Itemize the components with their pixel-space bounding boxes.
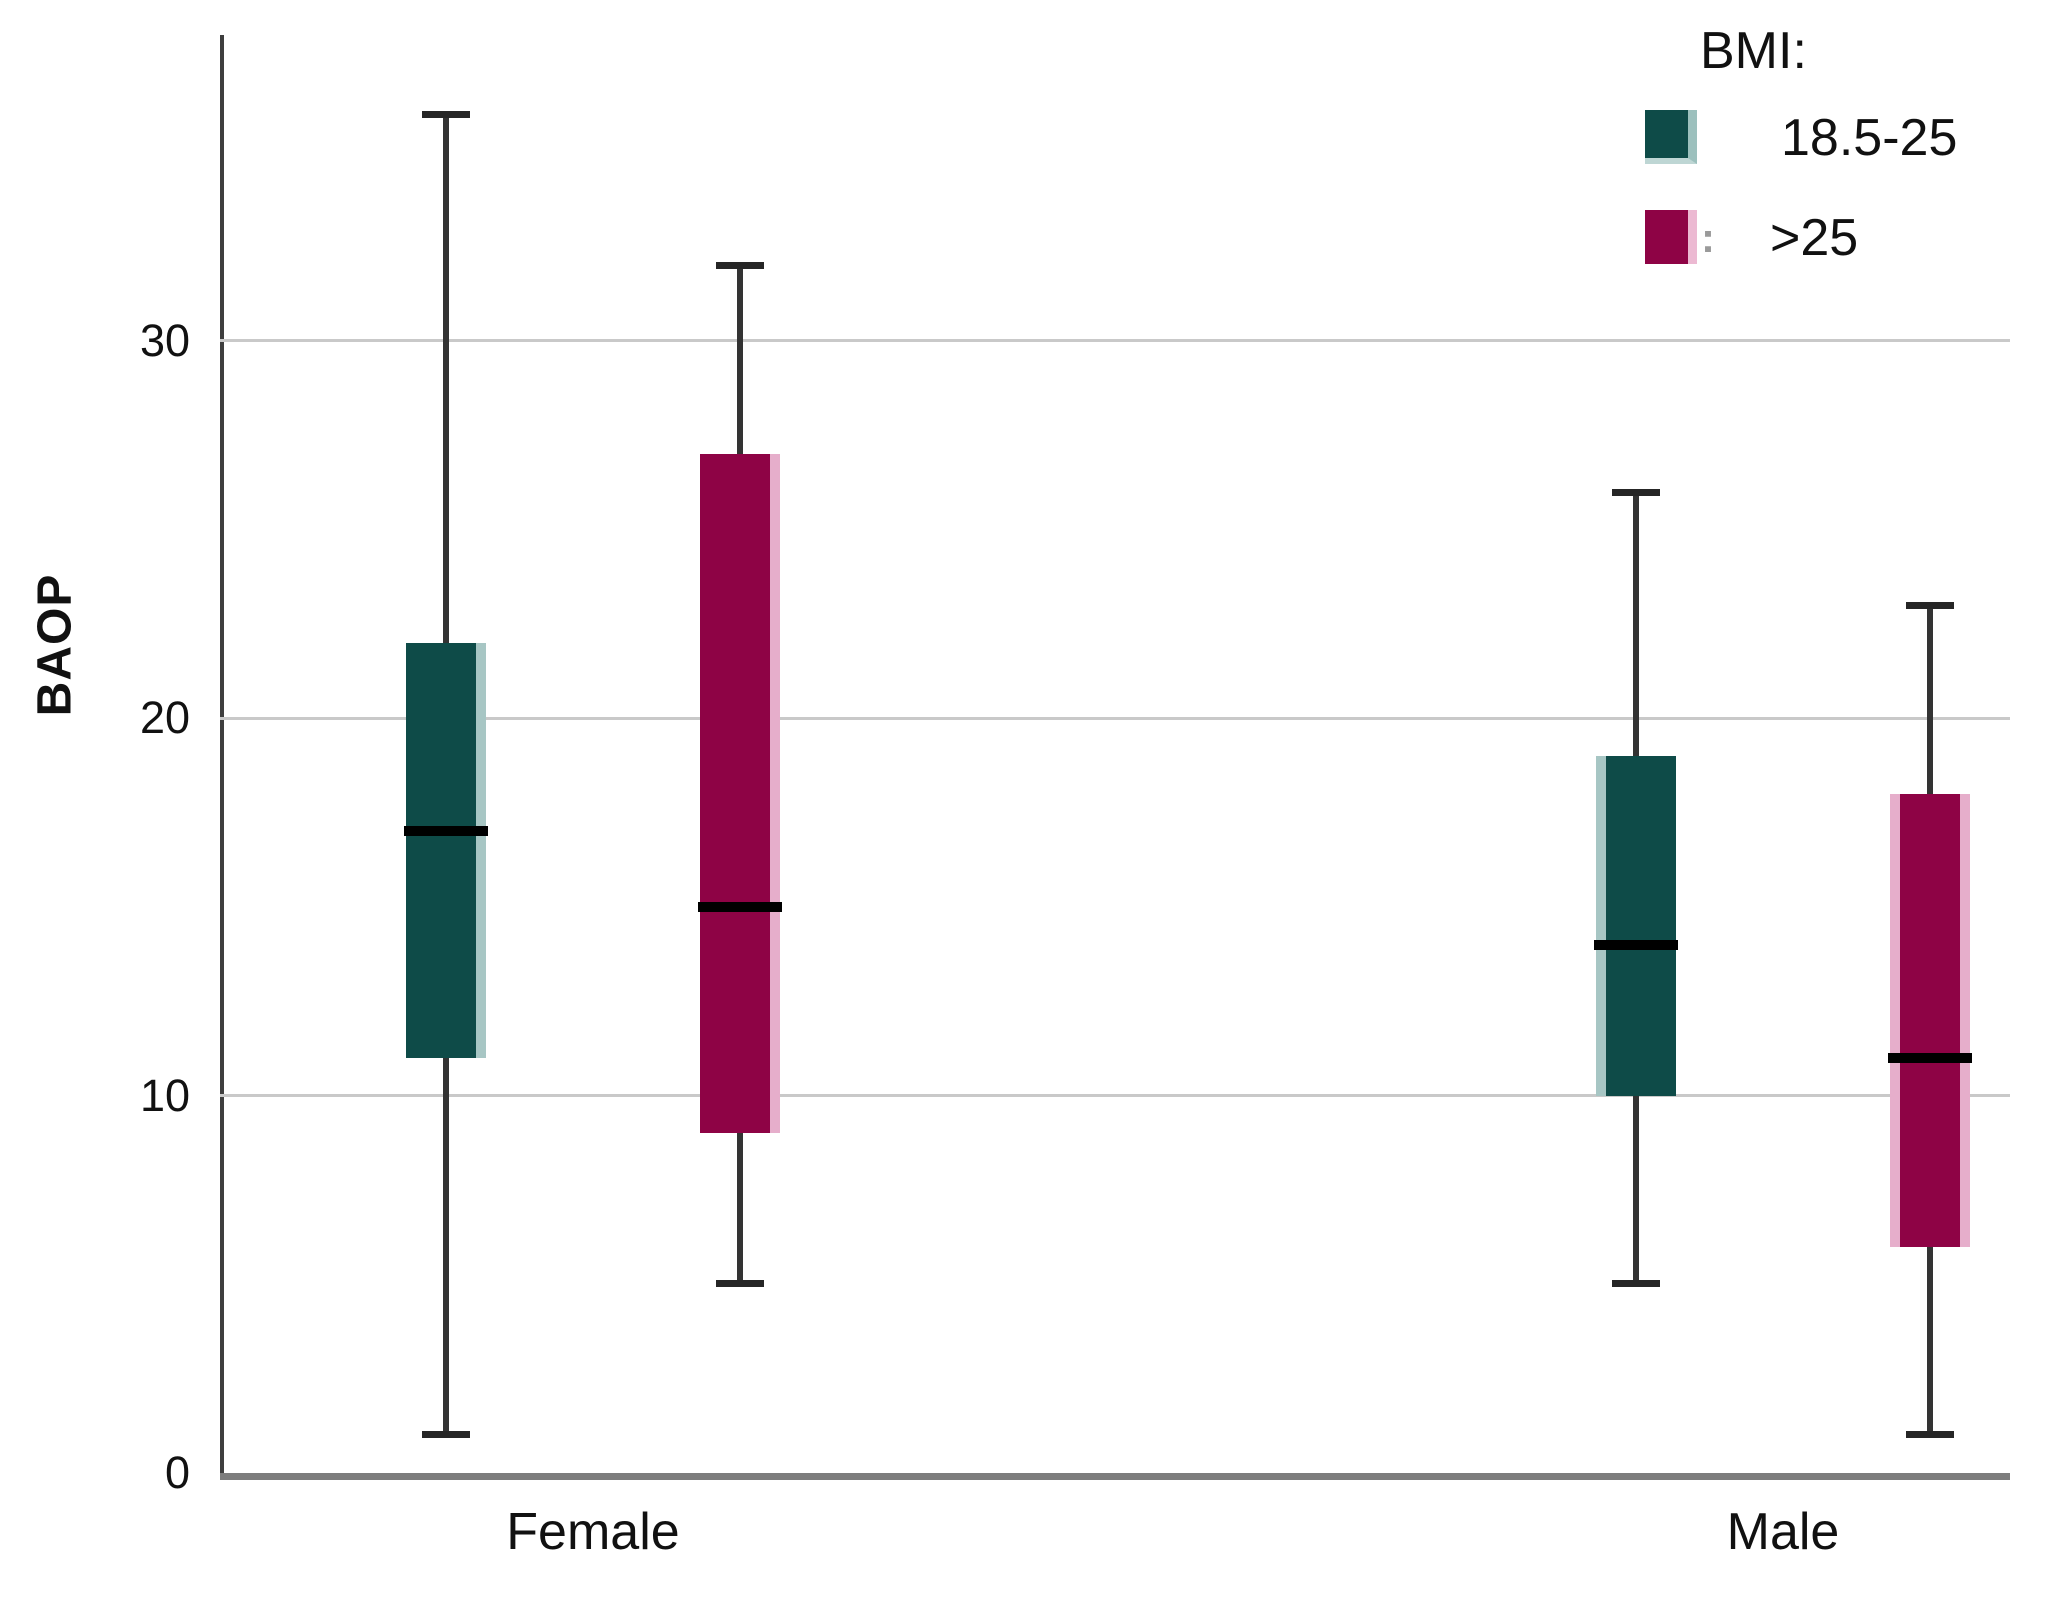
y-tick-label-30: 30 [139,314,190,366]
legend-swatch-18.5-25 [1645,110,1697,164]
whisker-cap-max-18.5-25-female [422,111,470,119]
whisker-cap-min-18.5-25-female [422,1431,470,1439]
median-18.5-25-female [404,826,488,837]
y-tick-label-0: 0 [164,1447,190,1498]
box-18.5-25-female [406,642,486,1058]
gridline-20 [220,716,2010,720]
whisker-cap-max--25-female [716,262,764,270]
legend-swatch-gt25 [1645,210,1697,264]
whisker-cap-max--25-male [1906,601,1954,609]
plot-area [220,35,2010,1480]
whisker-upper-18.5-25-male [1633,491,1639,756]
box-18.5-25-male [1596,755,1676,1096]
box--25-female [700,453,780,1134]
legend-label-gt25: >25 [1770,209,1859,267]
x-category-label-female: Female [506,1503,680,1561]
whisker-lower-18.5-25-female [443,1057,449,1436]
whisker-cap-min--25-male [1906,1431,1954,1439]
y-axis-line [220,35,224,1473]
whisker-lower--25-female [737,1133,743,1285]
y-tick-label-10: 10 [139,1069,190,1121]
whisker-upper-18.5-25-female [443,114,449,643]
whisker-lower-18.5-25-male [1633,1095,1639,1285]
median--25-male [1888,1052,1972,1063]
gridline-30 [220,339,2010,343]
median--25-female [698,901,782,912]
whisker-cap-min-18.5-25-male [1612,1280,1660,1288]
y-tick-label-20: 20 [139,692,190,744]
legend-title: BMI: [1700,22,1807,80]
box--25-male [1890,793,1970,1247]
x-category-label-male: Male [1726,1503,1840,1561]
median-18.5-25-male [1594,939,1678,950]
legend-colon-artifact: : [1701,214,1715,261]
legend-label-18.5-25: 18.5-25 [1781,109,1958,167]
gridline-10 [220,1094,2010,1098]
whisker-cap-min--25-female [716,1280,764,1288]
whisker-upper--25-male [1927,604,1933,794]
x-axis-line [220,1473,2010,1480]
whisker-upper--25-female [737,265,743,454]
whisker-cap-max-18.5-25-male [1612,488,1660,496]
whisker-lower--25-male [1927,1246,1933,1436]
